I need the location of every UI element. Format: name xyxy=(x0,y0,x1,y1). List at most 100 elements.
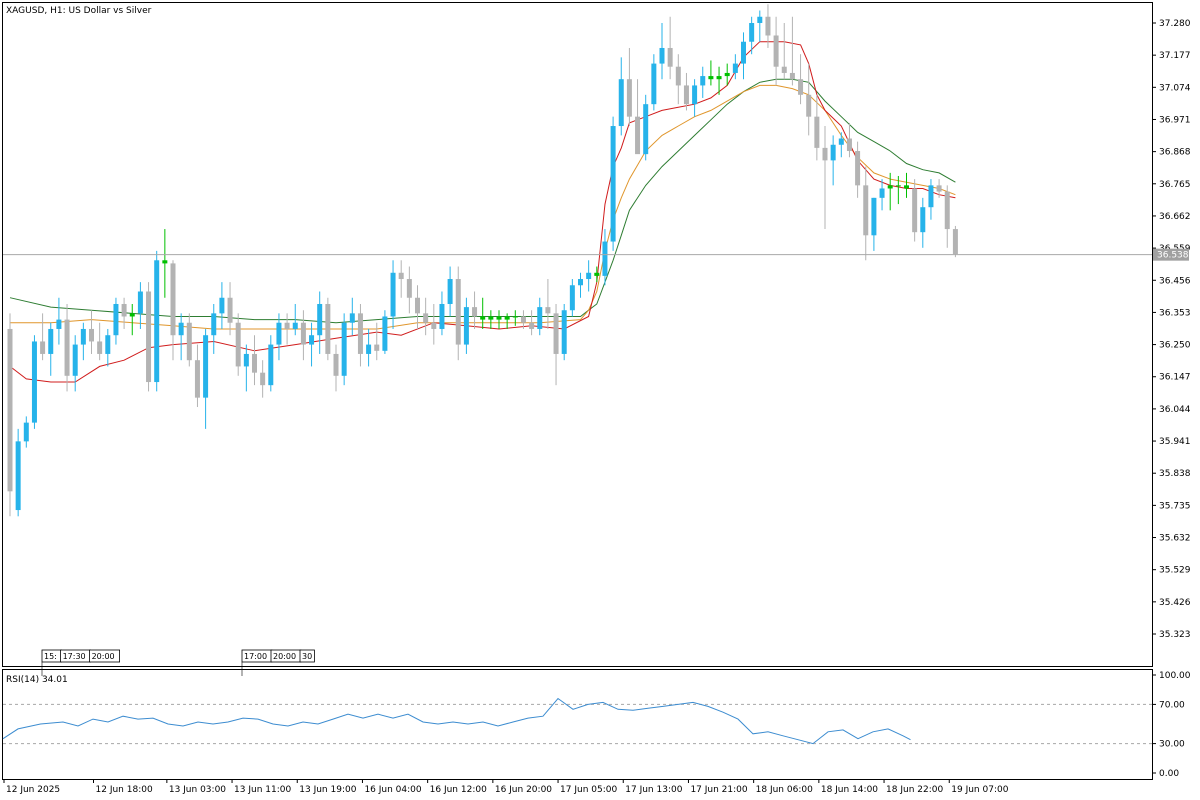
candle-body xyxy=(667,47,673,67)
candle xyxy=(789,16,795,86)
candle-body xyxy=(602,241,608,276)
event-tag-text: 20:00 xyxy=(92,652,115,661)
event-tag-text: 30 xyxy=(302,652,312,661)
price-tick-label: 36.971 xyxy=(1159,115,1191,125)
candle xyxy=(80,322,86,361)
ma-fast-line xyxy=(9,41,956,383)
candle xyxy=(472,291,478,329)
candle xyxy=(97,322,103,361)
candle xyxy=(716,66,722,95)
candle-body xyxy=(529,322,535,329)
candle xyxy=(512,310,518,326)
candle-body xyxy=(553,313,559,354)
candle-body xyxy=(146,291,152,383)
candle xyxy=(56,297,62,345)
candle xyxy=(626,47,632,127)
candle xyxy=(252,335,257,386)
event-tags: 15: 17:30 20:00 17:00 20:00 30 xyxy=(41,649,315,676)
time-tick-label: 16 Jun 20:00 xyxy=(495,785,552,795)
event-tag-box[interactable] xyxy=(299,649,315,663)
candle xyxy=(537,297,543,336)
candle-body xyxy=(186,322,192,361)
candle-body xyxy=(284,322,290,329)
candle xyxy=(431,303,437,345)
candle xyxy=(390,260,396,329)
candle-body xyxy=(7,328,13,492)
candle xyxy=(846,122,852,158)
price-panel-frame xyxy=(2,2,1153,667)
time-tick-label: 13 Jun 19:00 xyxy=(299,785,356,795)
candle xyxy=(40,313,46,361)
candle xyxy=(871,197,877,251)
time-tick-label: 19 Jun 07:00 xyxy=(951,785,1008,795)
time-tick-label: 17 Jun 13:00 xyxy=(625,785,682,795)
candle xyxy=(219,282,225,329)
candle-body xyxy=(455,279,461,345)
time-tick-label: 16 Jun 12:00 xyxy=(430,785,487,795)
candle-body xyxy=(48,328,54,354)
candle xyxy=(398,260,404,298)
candle-body xyxy=(333,353,339,376)
candle-body xyxy=(920,207,926,233)
price-tick-label: 36.765 xyxy=(1159,180,1191,190)
candle xyxy=(382,310,388,354)
candle xyxy=(488,310,494,329)
candle-body xyxy=(879,188,885,198)
candle xyxy=(830,135,836,186)
candle-body xyxy=(789,72,795,80)
candle xyxy=(912,179,918,242)
candle xyxy=(349,297,355,336)
candle xyxy=(667,16,673,80)
candle-body xyxy=(357,313,363,354)
candle-body xyxy=(504,316,510,320)
candle-body xyxy=(243,353,249,367)
candle-body xyxy=(692,85,698,105)
candle xyxy=(904,172,909,198)
candle xyxy=(406,266,412,314)
candle xyxy=(154,250,160,392)
event-tag-box[interactable] xyxy=(89,649,120,663)
candle xyxy=(806,63,812,136)
candle xyxy=(211,303,217,354)
candle-body xyxy=(488,316,494,320)
candle-body xyxy=(129,313,135,317)
candle xyxy=(300,310,306,361)
candle-body xyxy=(211,313,217,336)
time-tick-label: 13 Jun 03:00 xyxy=(169,785,226,795)
candle-body xyxy=(545,307,551,314)
candle xyxy=(855,141,861,198)
candle xyxy=(268,335,274,392)
candle xyxy=(586,260,592,292)
candle xyxy=(439,291,445,336)
candle-body xyxy=(366,344,372,354)
candle xyxy=(162,229,168,298)
candle xyxy=(700,66,706,98)
candle-body xyxy=(708,76,714,80)
candle xyxy=(23,416,29,448)
candle-body xyxy=(496,316,502,320)
candle xyxy=(480,297,486,329)
event-tag-text: 20:00 xyxy=(273,652,296,661)
time-x-axis: 12 Jun 2025 12 Jun 18:00 13 Jun 03:00 13 Ju… xyxy=(3,779,1009,795)
current-price-line: 36.538 xyxy=(3,248,1189,261)
rsi-panel-frame xyxy=(2,669,1153,780)
rsi-tick-label: 100.00 xyxy=(1159,671,1191,681)
candle-body xyxy=(830,144,836,161)
candle xyxy=(366,328,372,367)
candle-body xyxy=(170,263,176,336)
candle-body xyxy=(72,344,78,376)
price-tick-label: 35.838 xyxy=(1159,469,1191,479)
candle-body xyxy=(798,79,804,95)
candle-body xyxy=(162,260,168,264)
candle-body xyxy=(227,297,233,323)
time-tick-label: 18 Jun 06:00 xyxy=(756,785,813,795)
candle-body xyxy=(594,272,600,276)
candle-body xyxy=(537,307,543,329)
candle-body xyxy=(300,322,306,345)
candle xyxy=(659,23,665,80)
candle-body xyxy=(814,116,820,148)
rsi-tick-label: 30.00 xyxy=(1159,740,1185,750)
candle xyxy=(651,54,657,111)
event-tag-text: 17:30 xyxy=(63,652,86,661)
